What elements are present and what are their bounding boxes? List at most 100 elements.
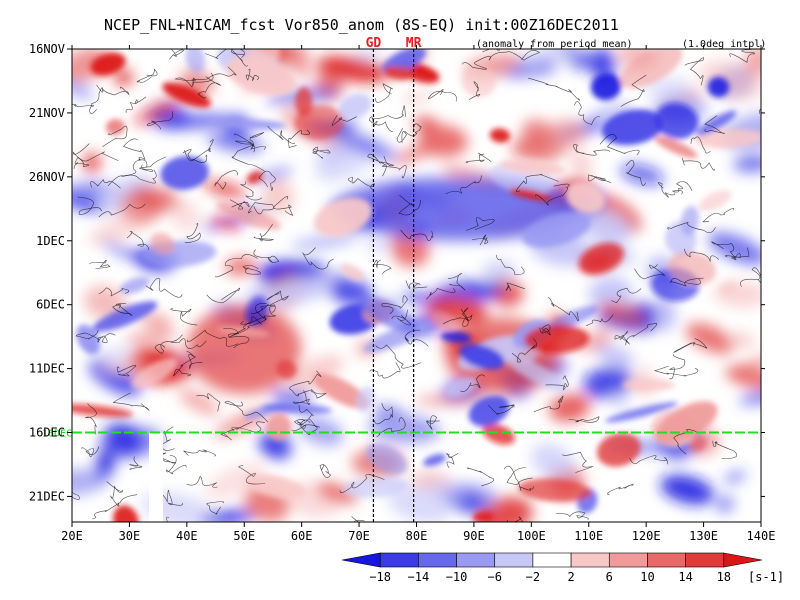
contour-line <box>503 465 526 485</box>
contour-line <box>724 247 750 259</box>
chart-subtitle: (anomaly from period mean) <box>476 39 633 50</box>
contour-line <box>488 50 541 61</box>
contour-line <box>376 417 406 438</box>
contour-line <box>516 173 559 192</box>
anomaly-blob <box>724 470 746 484</box>
contour-line <box>511 338 538 363</box>
x-axis: 20E 30E 40E 50E 60E 70E 80E 90E 100E 110E 120E 130E… <box>61 45 775 543</box>
y-tick-label: 16DEC <box>29 426 65 440</box>
anomaly-blob <box>517 478 592 502</box>
contour-line <box>206 287 241 304</box>
contour-line <box>122 138 146 161</box>
anomaly-blob <box>83 152 101 173</box>
chart-title: NCEP_FNL+NICAM_fcst Vor850_anom (8S-EQ) … <box>104 16 619 34</box>
anomaly-blob <box>590 72 622 101</box>
anomaly-blob <box>258 432 292 460</box>
colorbar-segment <box>494 552 534 568</box>
anomaly-blob <box>685 322 735 354</box>
contour-line <box>381 295 408 315</box>
anomaly-blob <box>171 199 201 233</box>
contour-line <box>231 145 265 172</box>
contour-line <box>169 49 185 60</box>
anomaly-blob <box>134 98 180 125</box>
contour-line <box>242 265 261 275</box>
contour-line <box>620 74 647 107</box>
anomaly-blob <box>402 91 431 105</box>
contour-line <box>186 351 203 370</box>
contour-line <box>312 146 331 159</box>
anomaly-blob <box>579 242 624 275</box>
contour-line <box>684 57 705 86</box>
contour-line <box>673 338 708 353</box>
contour-line <box>121 158 148 177</box>
anomaly-blob <box>489 128 511 143</box>
anomaly-blob <box>445 377 478 398</box>
colorbar-label: 10 <box>640 570 654 584</box>
colorbar-label: −6 <box>488 570 502 584</box>
contour-line <box>273 195 294 217</box>
anomaly-blob <box>76 324 101 355</box>
contour-line <box>445 175 482 195</box>
contour-line <box>405 280 428 289</box>
forecast-start-label: 16DEC <box>42 429 72 440</box>
forecast-start: 16DEC <box>42 429 761 440</box>
contour-line <box>547 297 579 322</box>
contour-line <box>586 314 614 326</box>
anomaly-blob <box>524 324 590 354</box>
anomaly-blob <box>694 128 761 149</box>
anomaly-blob <box>715 495 735 513</box>
contour-line <box>229 199 250 210</box>
contour-line <box>625 160 646 186</box>
anomaly-blob <box>719 281 738 295</box>
contour-line <box>85 402 97 435</box>
contour-line <box>381 164 407 179</box>
colorbar-label: 2 <box>567 570 574 584</box>
contour-line <box>245 68 260 81</box>
contour-line <box>599 133 640 156</box>
contour-line <box>468 81 481 100</box>
contour-line <box>253 224 275 242</box>
colorbar-segment <box>418 552 457 568</box>
anomaly-blob <box>316 140 357 167</box>
contour-line <box>367 153 395 167</box>
anomaly-blob <box>461 65 496 98</box>
anomaly-blob <box>316 482 358 505</box>
contour-line <box>113 392 150 412</box>
anomaly-blob <box>132 185 180 213</box>
contour-line <box>97 333 116 344</box>
anomaly-blob <box>185 49 206 74</box>
contour-line <box>231 49 245 58</box>
contour-line <box>629 455 669 465</box>
anomaly-blob <box>698 189 732 212</box>
feature-positive_band_1 <box>186 304 302 395</box>
marker-label-mr: MR <box>406 36 422 51</box>
anomaly-blob <box>246 171 264 185</box>
contour-line <box>238 465 266 485</box>
contour-line <box>466 467 495 487</box>
anomaly-blob <box>113 505 139 522</box>
contour-line <box>681 157 715 171</box>
y-tick-label: 16NOV <box>29 42 65 56</box>
contour-line <box>154 334 183 354</box>
colorbar-label: −18 <box>369 570 391 584</box>
contour-line <box>186 329 239 347</box>
contour-line <box>228 316 262 338</box>
contour-line <box>396 127 407 143</box>
contour-line <box>288 129 310 149</box>
contour-line <box>711 241 737 261</box>
plot-area <box>72 49 761 522</box>
contour-line <box>289 370 322 397</box>
anomaly-blob <box>570 153 593 173</box>
contour-line <box>625 323 658 346</box>
anomaly-blob <box>576 329 613 352</box>
contour-line <box>196 393 221 412</box>
anomaly-blob <box>156 114 231 130</box>
anomaly-blob <box>364 241 392 251</box>
contour-line <box>505 282 525 291</box>
contour-line <box>292 390 311 405</box>
contour-line <box>375 83 393 103</box>
x-tick-label: 90E <box>463 529 485 543</box>
contour-line <box>465 152 492 163</box>
anomaly-blob <box>389 230 430 267</box>
